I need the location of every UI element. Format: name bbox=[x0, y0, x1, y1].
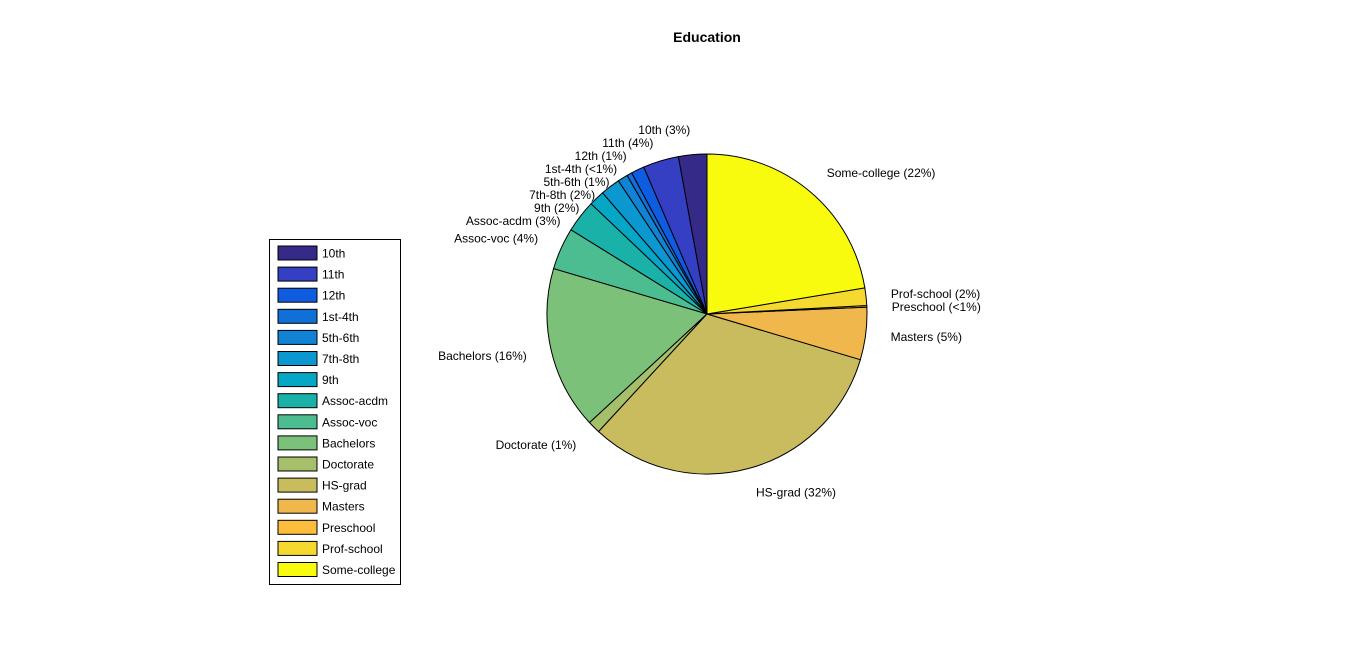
legend-swatch-some-college bbox=[277, 562, 318, 577]
slice-label-prof-school: Prof-school (2%) bbox=[891, 287, 980, 301]
slice-label-assoc-voc: Assoc-voc (4%) bbox=[454, 232, 538, 246]
legend-swatch-12th bbox=[277, 287, 318, 303]
legend-label-hs-grad: HS-grad bbox=[322, 479, 367, 493]
legend-swatch-1st-4th bbox=[277, 308, 318, 324]
legend-label-masters: Masters bbox=[322, 500, 365, 514]
slice-label-bachelors: Bachelors (16%) bbox=[438, 349, 527, 363]
slice-label-some-college: Some-college (22%) bbox=[827, 166, 936, 180]
legend-swatch-10th bbox=[277, 245, 318, 261]
legend-swatch-prof-school bbox=[277, 540, 318, 556]
legend-swatch-11th bbox=[277, 266, 318, 282]
legend-label-9th: 9th bbox=[322, 373, 339, 387]
chart-title: Education bbox=[673, 29, 741, 45]
slice-label-masters: Masters (5%) bbox=[891, 330, 962, 344]
pie-slice-some-college bbox=[706, 153, 866, 315]
slice-label-doctorate: Doctorate (1%) bbox=[496, 438, 577, 452]
slice-label-9th: 9th (2%) bbox=[534, 201, 579, 215]
pie-slices bbox=[546, 153, 868, 475]
pie-slice-hs-grad bbox=[597, 313, 861, 475]
legend-label-preschool: Preschool bbox=[322, 521, 375, 535]
slice-label-5th-6th: 5th-6th (1%) bbox=[543, 175, 609, 189]
legend-swatch-preschool bbox=[277, 519, 318, 535]
legend-label-bachelors: Bachelors bbox=[322, 436, 375, 450]
legend-swatch-hs-grad bbox=[277, 477, 318, 493]
legend-label-5th-6th: 5th-6th bbox=[322, 331, 359, 345]
legend-swatch-assoc-acdm bbox=[277, 393, 318, 409]
legend-label-1st-4th: 1st-4th bbox=[322, 310, 359, 324]
slice-label-assoc-acdm: Assoc-acdm (3%) bbox=[466, 214, 561, 228]
legend-swatch-bachelors bbox=[277, 435, 318, 451]
legend-label-prof-school: Prof-school bbox=[322, 542, 383, 556]
legend-swatch-masters bbox=[277, 498, 318, 514]
legend-swatch-assoc-voc bbox=[277, 414, 318, 430]
legend-swatch-doctorate bbox=[277, 456, 318, 472]
legend-label-some-college: Some-college bbox=[322, 563, 396, 577]
pie-slice-bachelors bbox=[546, 268, 708, 424]
legend: 10th 11th 12th 1st-4th 5th-6th 7th-8th 9th Asso… bbox=[269, 239, 401, 585]
legend-swatch-7th-8th bbox=[277, 351, 318, 366]
slice-labels: 10th (3%)11th (4%)12th (1%)1st-4th (<1%)… bbox=[438, 123, 981, 500]
legend-label-11th: 11th bbox=[322, 268, 344, 282]
legend-label-assoc-acdm: Assoc-acdm bbox=[322, 394, 388, 408]
legend-label-7th-8th: 7th-8th bbox=[322, 352, 359, 366]
slice-label-preschool: Preschool (<1%) bbox=[892, 300, 981, 314]
slice-label-11th: 11th (4%) bbox=[602, 136, 653, 150]
slice-label-10th: 10th (3%) bbox=[638, 123, 690, 137]
legend-label-12th: 12th bbox=[322, 289, 345, 303]
legend-label-assoc-voc: Assoc-voc bbox=[322, 415, 377, 429]
slice-label-7th-8th: 7th-8th (2%) bbox=[529, 188, 595, 202]
slice-label-1st-4th: 1st-4th (<1%) bbox=[545, 162, 617, 176]
legend-label-10th: 10th bbox=[322, 247, 345, 261]
legend-swatch-9th bbox=[277, 372, 318, 388]
slice-label-hs-grad: HS-grad (32%) bbox=[756, 485, 836, 499]
legend-swatch-5th-6th bbox=[277, 329, 318, 345]
legend-label-doctorate: Doctorate bbox=[322, 458, 374, 472]
slice-label-12th: 12th (1%) bbox=[575, 149, 627, 163]
